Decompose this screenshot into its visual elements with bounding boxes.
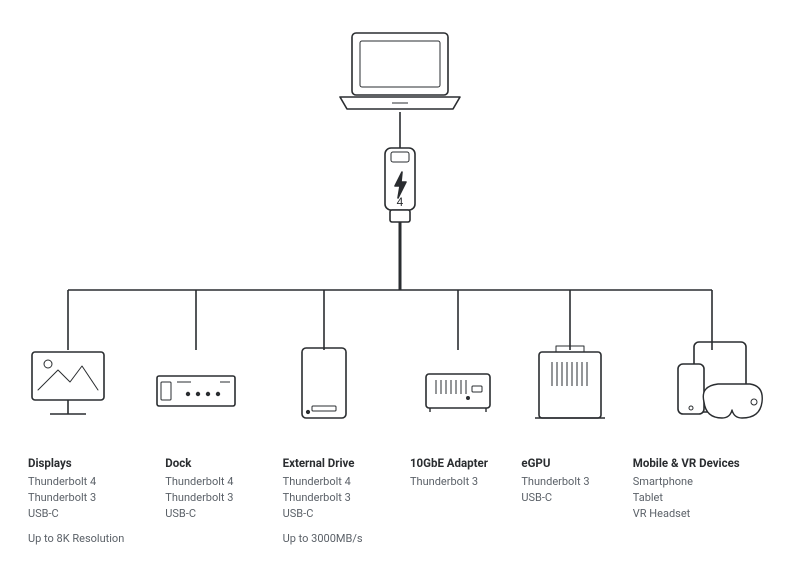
column-title: External Drive (283, 455, 410, 472)
column-title: 10GbE Adapter (410, 455, 521, 472)
column-dock: Dock Thunderbolt 4Thunderbolt 3USB-C (165, 455, 282, 547)
column-line: Thunderbolt 4 (283, 474, 410, 490)
labels-row: DisplaysThunderbolt 4Thunderbolt 3USB-CU… (0, 455, 800, 547)
svg-text:4: 4 (397, 195, 404, 209)
column-title: Displays (28, 455, 165, 472)
column-line: USB-C (28, 506, 165, 522)
column-line: USB-C (521, 490, 632, 506)
column-line: USB-C (165, 506, 282, 522)
column-title: Mobile & VR Devices (633, 455, 772, 472)
column-mobile-vr: Mobile & VR Devices SmartphoneTabletVR He… (633, 455, 772, 547)
column-title: eGPU (521, 455, 632, 472)
column-line: Tablet (633, 490, 772, 506)
column-extra: Up to 8K Resolution (28, 531, 165, 547)
column-line: Thunderbolt 3 (283, 490, 410, 506)
column-line: Thunderbolt 3 (165, 490, 282, 506)
column-line: Thunderbolt 3 (28, 490, 165, 506)
column-line: Thunderbolt 3 (410, 474, 521, 490)
column-extra: Up to 3000MB/s (283, 531, 410, 547)
column-display: Displays Thunderbolt 4Thunderbolt 3USB-C U… (28, 455, 165, 547)
column-egpu: eGPU Thunderbolt 3USB-C (521, 455, 632, 547)
column-drive: External Drive Thunderbolt 4Thunderbolt 3… (283, 455, 410, 547)
column-line: USB-C (283, 506, 410, 522)
column-line: Thunderbolt 4 (28, 474, 165, 490)
column-line: VR Headset (633, 506, 772, 522)
column-title: Dock (165, 455, 282, 472)
column-line: Smartphone (633, 474, 772, 490)
column-line: Thunderbolt 4 (165, 474, 282, 490)
column-adapter: 10GbE Adapter Thunderbolt 3 (410, 455, 521, 547)
column-line: Thunderbolt 3 (521, 474, 632, 490)
